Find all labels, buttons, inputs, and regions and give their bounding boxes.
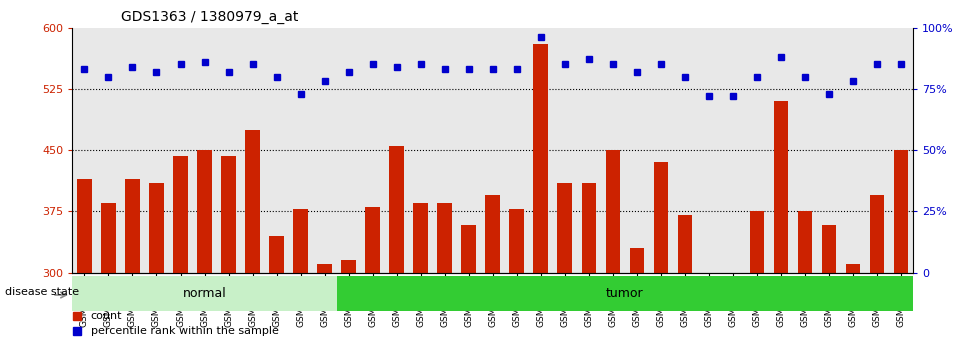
Bar (294, 209, 308, 273)
Text: disease state: disease state (5, 287, 79, 296)
Bar (413, 203, 428, 273)
Text: GDS1363 / 1380979_a_at: GDS1363 / 1380979_a_at (121, 10, 298, 24)
Bar (72, 276, 336, 310)
Bar (677, 215, 692, 273)
Bar (869, 195, 884, 273)
Bar (533, 44, 548, 273)
Bar (270, 236, 284, 273)
Bar (582, 183, 596, 273)
Bar (318, 264, 331, 273)
Bar (150, 183, 163, 273)
Text: tumor: tumor (606, 287, 643, 300)
Bar (336, 276, 924, 310)
Bar (341, 260, 355, 273)
Bar (365, 207, 380, 273)
Bar (798, 211, 812, 273)
Bar (221, 156, 236, 273)
Bar (126, 179, 140, 273)
Bar (389, 146, 404, 273)
Bar (197, 150, 212, 273)
Text: percentile rank within the sample: percentile rank within the sample (91, 326, 278, 336)
Text: normal: normal (183, 287, 226, 300)
Bar (630, 248, 644, 273)
Bar (750, 211, 764, 273)
Text: count: count (91, 311, 123, 321)
Bar (654, 162, 668, 273)
Bar (557, 183, 572, 273)
Bar (774, 101, 788, 273)
Bar (822, 225, 836, 273)
Bar (845, 264, 860, 273)
Bar (438, 203, 452, 273)
Bar (77, 179, 92, 273)
Bar (173, 156, 187, 273)
Bar (509, 209, 524, 273)
Bar (606, 150, 620, 273)
Bar (894, 150, 908, 273)
Bar (462, 225, 476, 273)
Bar (486, 195, 499, 273)
Bar (245, 130, 260, 273)
Bar (101, 203, 116, 273)
